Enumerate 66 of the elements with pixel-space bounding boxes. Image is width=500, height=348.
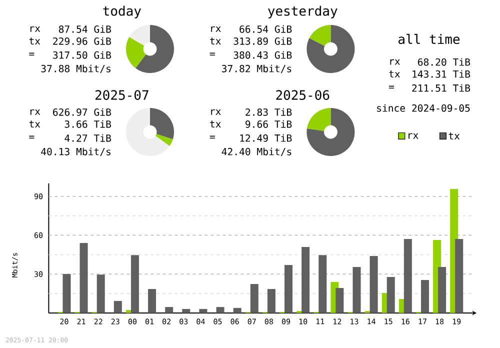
chart-title: 2025-06 <box>276 90 330 100</box>
text: since 2024-09-05 <box>377 104 470 112</box>
bar <box>233 308 242 313</box>
text: 12.49 TiB <box>240 134 292 142</box>
bar <box>420 280 429 313</box>
text: 211.51 TiB <box>412 84 470 92</box>
legend-label: rx <box>408 133 418 139</box>
bar <box>148 289 156 313</box>
bar <box>370 256 378 313</box>
text: 66.54 GiB <box>240 25 292 33</box>
text: 37.82 Mbit/s <box>222 64 292 74</box>
text: rx <box>211 109 221 115</box>
bar <box>80 243 88 313</box>
text: 37.88 Mbit/s <box>41 64 110 74</box>
text: 143.31 TiB <box>412 70 470 78</box>
text: 4.27 TiB <box>64 134 111 142</box>
bar <box>455 239 464 313</box>
text: rx <box>30 109 40 115</box>
text: 626.97 GiB <box>53 108 111 116</box>
bar <box>114 300 122 313</box>
text: 68.20 TiB <box>418 58 470 66</box>
text: tx <box>29 38 40 45</box>
chart-title: today <box>103 6 141 18</box>
bar <box>302 247 310 313</box>
bar <box>318 255 327 313</box>
text: 87.54 GiB <box>58 25 111 33</box>
bar <box>336 288 344 313</box>
text: rx <box>30 26 40 32</box>
text: 313.89 GiB <box>234 37 292 45</box>
text: 2.83 TiB <box>246 108 292 116</box>
bar <box>96 274 105 313</box>
text: = <box>29 52 34 56</box>
text: tx <box>210 120 221 128</box>
bar <box>284 265 293 313</box>
text: tx <box>210 38 221 45</box>
text: 229.96 GiB <box>53 37 111 45</box>
bar <box>130 255 139 313</box>
legend-label: tx <box>448 132 460 140</box>
text: tx <box>29 120 40 128</box>
chart-title: yesterday <box>268 6 338 18</box>
bar <box>199 308 208 313</box>
bar <box>216 307 224 313</box>
chart-title: 2025-07 <box>96 90 148 100</box>
bar <box>62 274 71 313</box>
text: = <box>388 86 394 89</box>
bar <box>165 307 174 313</box>
bar <box>267 289 276 313</box>
bar <box>352 266 361 313</box>
text: 9.66 TiB <box>246 120 292 128</box>
text: all time <box>398 34 460 44</box>
text: 380.43 GiB <box>234 51 292 59</box>
text: tx <box>389 70 400 78</box>
text: 3.66 TiB <box>64 120 111 128</box>
text: rx <box>211 26 221 32</box>
bar <box>404 239 412 313</box>
bar <box>386 276 395 313</box>
bar <box>438 266 446 313</box>
text: 317.50 GiB <box>53 51 111 59</box>
bar <box>250 284 258 313</box>
text: = <box>210 136 215 139</box>
bar <box>182 308 190 313</box>
text: = <box>29 136 34 139</box>
text: rx <box>390 59 400 65</box>
text: 40.13 Mbit/s <box>41 148 110 156</box>
text: 42.40 Mbit/s <box>222 148 292 156</box>
text: = <box>210 52 215 56</box>
